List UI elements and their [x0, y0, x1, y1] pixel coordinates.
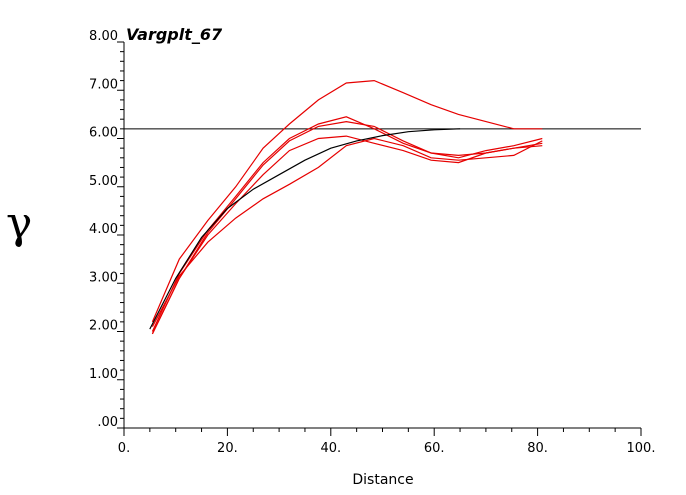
x-tick-label: 0. [118, 441, 130, 456]
x-tick-label: 40. [320, 441, 341, 456]
x-tick-label: 100. [627, 441, 656, 456]
y-axis-label: γ [6, 198, 32, 249]
x-tick-label: 80. [527, 441, 548, 456]
y-tick-label: 3.00 [89, 270, 118, 285]
y-tick-label: 4.00 [89, 222, 118, 237]
x-tick-label: 20. [217, 441, 238, 456]
chart-title: Vargplt_67 [126, 25, 223, 44]
series-layer [151, 79, 543, 335]
experimental-variogram-line [151, 137, 543, 327]
x-axis-label: Distance [352, 472, 413, 488]
experimental-variogram-line [151, 79, 543, 323]
experimental-variogram-line [151, 135, 543, 335]
experimental-variogram-line [151, 120, 543, 335]
y-tick-label: 7.00 [89, 77, 118, 92]
model-layer [149, 128, 461, 330]
experimental-variogram-line [151, 116, 543, 332]
y-tick-label: 5.00 [89, 174, 118, 189]
y-tick-label: 8.00 [89, 29, 118, 44]
x-tick-label: 60. [424, 441, 445, 456]
y-tick-label: 6.00 [89, 126, 118, 141]
model-variogram-line [149, 128, 461, 330]
y-tick-label: .00 [97, 415, 118, 430]
y-tick-label: 1.00 [89, 367, 118, 382]
y-tick-label: 2.00 [89, 319, 118, 334]
axes: .00 1.00 2.00 3.00 4.00 5.00 6.00 7.00 8.00 0. 20.… [89, 29, 655, 456]
